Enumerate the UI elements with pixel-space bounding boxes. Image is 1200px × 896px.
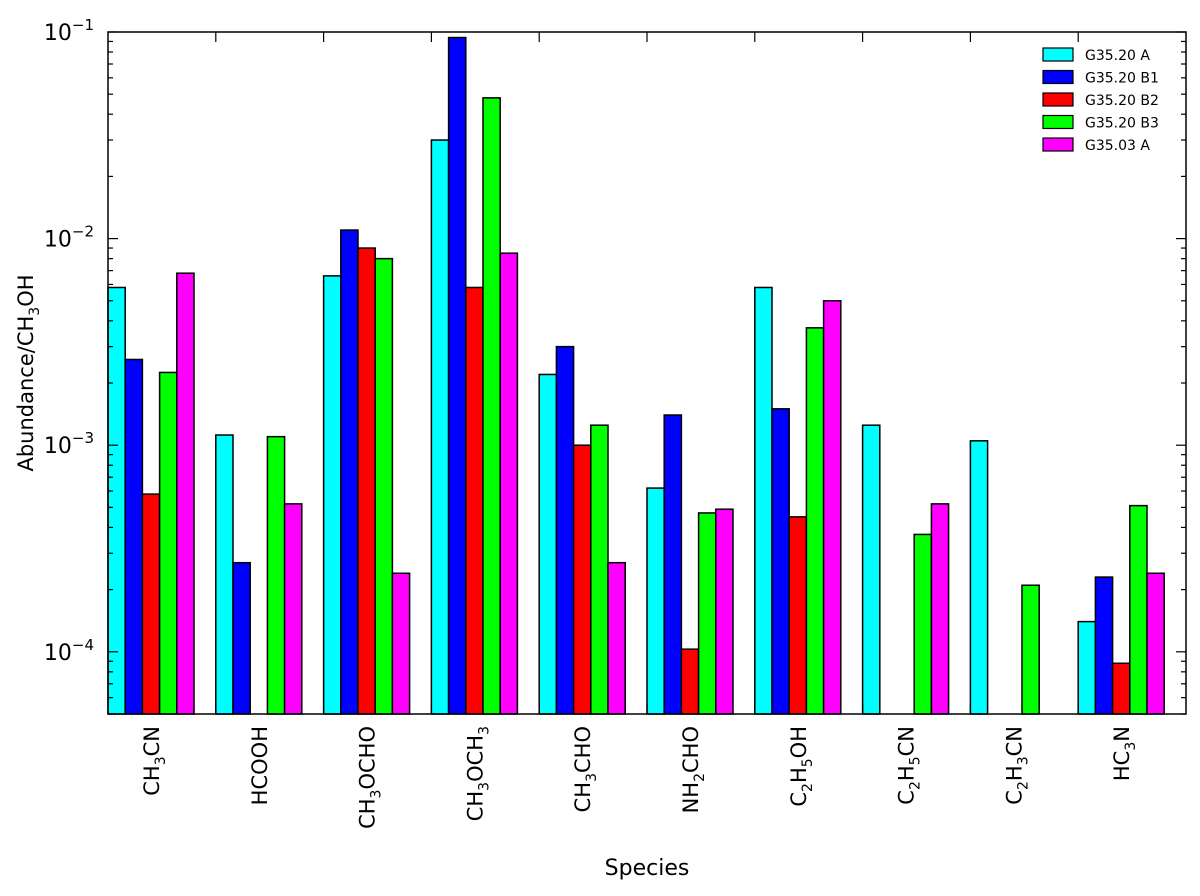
bar (391, 572, 411, 715)
bar (340, 229, 359, 715)
bar (607, 561, 626, 715)
bar (107, 286, 126, 715)
bar (322, 275, 342, 715)
x-tick-label: C2H5CN (895, 726, 924, 805)
bar (1146, 572, 1165, 715)
bar (374, 257, 394, 715)
bar (1021, 584, 1040, 715)
y-axis-label: Abundance/CH3OH (14, 274, 43, 471)
bar (266, 435, 286, 715)
y-tick-labels: 10−4 10−3 10−2 10−1 (44, 16, 94, 666)
legend-label: G35.20 A (1085, 48, 1150, 64)
y-tick-label: 10−1 (44, 16, 94, 46)
bar (646, 487, 665, 715)
bar (499, 252, 519, 715)
x-tick-label: HC3N (1110, 726, 1139, 781)
bar (357, 247, 376, 715)
legend-label: G35.20 B1 (1085, 71, 1159, 87)
bar (447, 36, 467, 715)
y-tick-label: 10−2 (44, 223, 94, 253)
x-tick-label: NH2CHO (679, 726, 708, 813)
bar (176, 272, 195, 715)
bar (215, 434, 234, 715)
bar (572, 444, 592, 715)
bar (805, 327, 825, 715)
bar (590, 424, 609, 715)
legend-label: G35.20 B2 (1085, 93, 1159, 109)
bar (141, 493, 161, 715)
bar (1094, 576, 1114, 715)
y-tick-label: 10−3 (44, 429, 94, 459)
ticks-group (108, 31, 1186, 715)
bar (969, 440, 989, 715)
bar (482, 97, 501, 715)
bar (861, 424, 881, 715)
bar (930, 503, 950, 715)
bar (715, 508, 734, 715)
bar (1111, 662, 1131, 715)
bar (465, 286, 484, 715)
x-tick-label: CH3CN (140, 726, 169, 796)
bar (158, 371, 178, 715)
legend-label: G35.20 B3 (1085, 116, 1159, 132)
bar (822, 300, 842, 715)
bar (1129, 504, 1148, 715)
x-tick-label: CH3OCHO (356, 726, 385, 829)
bar (555, 345, 575, 715)
legend-swatch (1042, 137, 1074, 152)
bar (697, 512, 717, 715)
legend-swatch (1042, 92, 1074, 107)
bar (232, 561, 251, 715)
y-tick-label: 10−4 (44, 636, 94, 666)
bar (913, 533, 933, 715)
bar (124, 358, 144, 715)
x-tick-label: HCOOH (248, 726, 272, 805)
x-tick-label: C2H5OH (787, 726, 816, 807)
x-tick-label: C2H3CN (1002, 726, 1031, 805)
x-tick-labels: CH3CN HCOOH CH3OCHO CH3OCH3 CH3CHO NH2CHO C2H5… (140, 726, 1139, 829)
x-tick-label: CH3OCH3 (463, 726, 492, 821)
bar (663, 414, 683, 715)
legend-swatch (1042, 69, 1074, 85)
x-axis-label: Species (605, 856, 690, 881)
legend-swatch (1042, 47, 1074, 62)
legend-swatch (1042, 114, 1074, 130)
bar (1077, 620, 1097, 715)
bars-group (107, 36, 1165, 715)
bar (680, 648, 700, 715)
x-tick-label: CH3CHO (571, 726, 600, 812)
bar (771, 408, 790, 715)
bar (788, 516, 808, 715)
legend: G35.20 A G35.20 B1 G35.20 B2 G35.20 B3 G35.0… (1042, 47, 1159, 154)
bar (754, 286, 773, 715)
legend-label: G35.03 A (1085, 138, 1150, 154)
bar (283, 503, 303, 715)
bar (538, 373, 558, 715)
bar (430, 139, 450, 715)
